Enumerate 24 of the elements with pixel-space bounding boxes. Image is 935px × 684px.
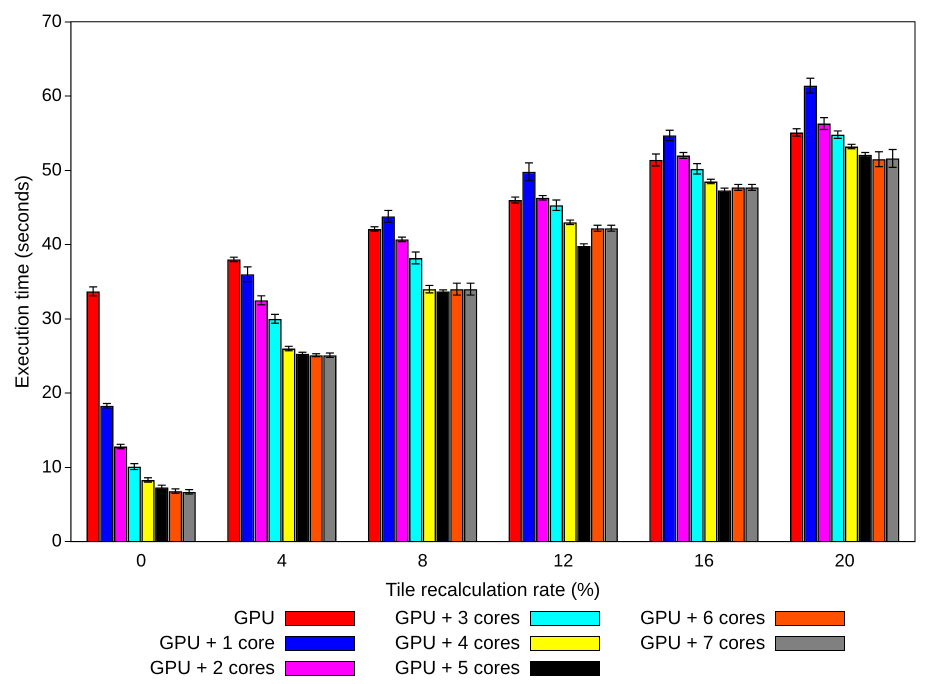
y-tick-label: 0 [52, 530, 62, 551]
legend-label: GPU + 2 cores [150, 658, 275, 680]
y-tick-label: 30 [42, 308, 62, 328]
legend-label: GPU + 1 core [159, 632, 275, 654]
y-axis-title: Execution time (seconds) [12, 175, 34, 388]
x-tick-label: 20 [834, 550, 855, 570]
y-tick-label: 10 [42, 456, 62, 476]
x-tick-label: 8 [418, 550, 428, 570]
y-tick-label: 20 [42, 382, 62, 402]
legend-label: GPU + 3 cores [394, 608, 520, 630]
x-axis-title: Tile recalculation rate (%) [386, 580, 600, 601]
y-tick-label: 70 [42, 10, 62, 31]
legend-label: GPU + 5 cores [394, 658, 520, 680]
x-tick-label: 12 [553, 550, 574, 570]
legend-label: GPU [234, 608, 275, 630]
y-tick-label: 50 [42, 159, 62, 180]
x-tick-label: 4 [276, 550, 287, 570]
legend-label: GPU + 7 cores [640, 632, 766, 654]
y-tick-label: 40 [42, 234, 62, 254]
legend-label: GPU + 6 cores [640, 608, 766, 630]
legend-label: GPU + 4 cores [394, 632, 520, 654]
x-tick-label: 0 [136, 550, 146, 570]
x-tick-label: 16 [694, 550, 714, 570]
y-tick-label: 60 [42, 85, 62, 106]
